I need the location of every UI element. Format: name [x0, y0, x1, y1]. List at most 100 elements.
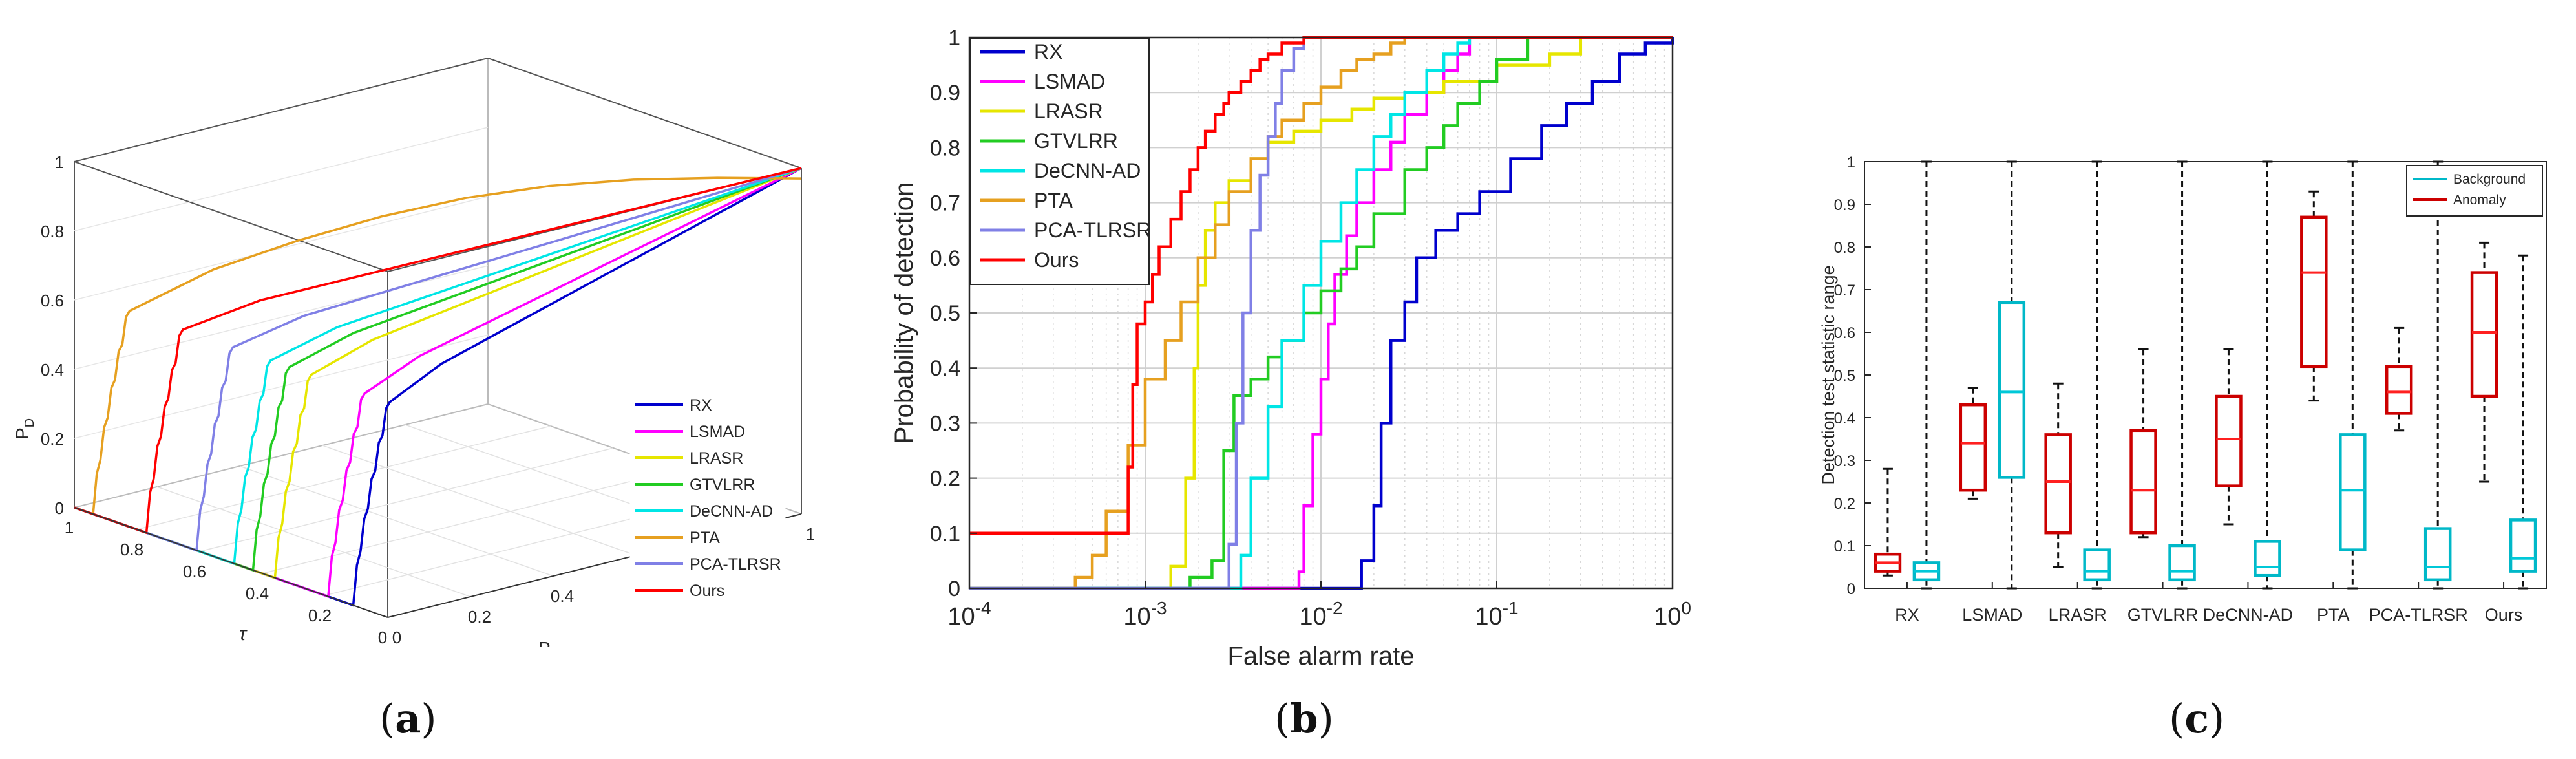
floor-grid — [136, 425, 551, 530]
y-tick-label: 0.8 — [930, 136, 960, 160]
top-edge — [487, 58, 802, 169]
series-pta — [969, 36, 1673, 590]
z-tick-label: 1 — [55, 153, 64, 172]
z-tick-label: 0.6 — [41, 291, 64, 310]
box-iqr — [2300, 215, 2328, 369]
curve-pca-tlrsr — [74, 167, 802, 552]
series-gtvlrr — [969, 36, 1673, 590]
top-edge — [74, 58, 489, 162]
legend-box — [970, 38, 1150, 285]
x-tick-label: PCA-TLRSR — [2369, 605, 2468, 625]
y-tick-label: 0.8 — [1834, 239, 1855, 257]
box-iqr — [2339, 433, 2367, 551]
series-decnn-ad — [969, 36, 1673, 590]
y-tick-label: 0.4 — [930, 356, 960, 381]
z-axis-label: PD — [12, 418, 37, 440]
box-anomaly-lrasr — [2044, 382, 2072, 568]
tau-axis-label: τ — [239, 623, 248, 645]
box-anomaly-lsmad — [1959, 387, 1987, 500]
pf-axis-label: PF — [538, 638, 558, 647]
box-background-lrasr — [2083, 160, 2111, 590]
y-tick-label: 0.1 — [1834, 538, 1855, 555]
legend-label: Background — [2453, 172, 2526, 187]
panel-label-a: (a) — [379, 695, 437, 742]
x-tick-label: PTA — [2317, 605, 2350, 625]
legend-label: Ours — [690, 582, 724, 600]
y-tick-label: 1 — [1847, 154, 1855, 171]
floor-grid — [199, 447, 614, 552]
box-iqr — [2129, 429, 2157, 535]
box-iqr — [2254, 540, 2281, 577]
legend-label: PCA-TLRSR — [690, 555, 781, 573]
y-tick-label: 0.3 — [1834, 453, 1855, 470]
y-tick-label: 0.6 — [930, 246, 960, 271]
box-iqr — [1998, 301, 2026, 479]
pf-tick-label: 1 — [806, 524, 815, 544]
legend-label: Anomaly — [2453, 193, 2506, 208]
x-tick-label: Ours — [2485, 605, 2523, 625]
legend-label: PTA — [690, 529, 720, 547]
legend-label: Ours — [1034, 248, 1079, 272]
panel-label-b: (b) — [1274, 695, 1334, 742]
y-tick-label: 0 — [948, 577, 960, 601]
box-anomaly-pca-tlrsr — [2385, 326, 2413, 432]
y-axis-label: Probability of detection — [890, 182, 918, 444]
y-tick-label: 0.7 — [1834, 282, 1855, 299]
y-tick-label: 0 — [1847, 581, 1855, 598]
box-anomaly-pta — [2300, 190, 2328, 402]
x-tick-label: GTVLRR — [2127, 605, 2199, 625]
box-background-lsmad — [1998, 160, 2026, 590]
curve-lsmad — [74, 167, 802, 599]
x-tick-label: LSMAD — [1962, 605, 2022, 625]
box-iqr — [2168, 544, 2196, 582]
legend-label: DeCNN-AD — [690, 502, 773, 520]
z-tick-label: 0.4 — [41, 360, 64, 380]
legend-label: GTVLRR — [690, 476, 755, 494]
series-pca-tlrsr — [969, 36, 1673, 590]
box-background-gtvlrr — [2168, 160, 2196, 590]
box-iqr — [2470, 271, 2498, 398]
y-tick-label: 0.2 — [930, 467, 960, 491]
box-anomaly-ours — [2470, 241, 2498, 483]
box-iqr — [2509, 518, 2537, 573]
legend-label: GTVLRR — [1034, 129, 1118, 153]
chart-c-boxplot: 0 0.1 0.2 0.3 0.4 0.5 0.6 0.7 0.8 0.9 1 Detection t… — [1819, 154, 2547, 625]
box-anomaly-rx — [1874, 467, 1902, 577]
z-tick-label: 0.8 — [41, 222, 64, 241]
curve-pta — [74, 176, 802, 516]
tau-tick-label: 1 — [65, 518, 74, 537]
box-iqr — [1959, 403, 1987, 492]
legend-box — [2406, 165, 2543, 217]
y-tick-label: 0.6 — [1834, 325, 1855, 342]
wall-grid — [74, 196, 489, 301]
y-tick-label: 0.5 — [1834, 367, 1855, 385]
box-anomaly-decnn-ad — [2215, 348, 2243, 526]
series-lsmad — [969, 36, 1673, 590]
tau-tick-label: 0.4 — [246, 584, 269, 603]
floor-grid — [156, 486, 471, 597]
wall-grid — [74, 265, 489, 370]
box-iqr — [2083, 548, 2111, 582]
z-tick-label: 0.2 — [41, 429, 64, 449]
tau-tick-label: 0.2 — [308, 606, 332, 625]
box-iqr — [2215, 394, 2243, 487]
box-anomaly-gtvlrr — [2129, 348, 2157, 539]
y-axis-label: Detection test statistic range — [1819, 265, 1838, 484]
curve-lrasr — [74, 167, 802, 580]
x-tick-label: DeCNN-AD — [2203, 605, 2294, 625]
box-background-rx — [1912, 160, 1941, 590]
curve-ours — [74, 167, 802, 535]
box-iqr — [2044, 433, 2072, 535]
tau-tick-label: 0.8 — [120, 540, 143, 559]
series-rx — [969, 37, 1674, 590]
x-tick-label: RX — [1895, 605, 1919, 625]
tau-tick-label: 0.6 — [183, 562, 206, 581]
box-background-ours — [2509, 254, 2537, 590]
wall-grid — [74, 127, 489, 231]
top-edge — [74, 161, 388, 272]
x-tick-label: LRASR — [2049, 605, 2107, 625]
x-tick-label: 10-4 — [947, 598, 991, 630]
curve-decnn-ad — [74, 167, 802, 566]
z-tick-label: 0 — [55, 498, 64, 518]
curve-rx — [74, 167, 802, 607]
